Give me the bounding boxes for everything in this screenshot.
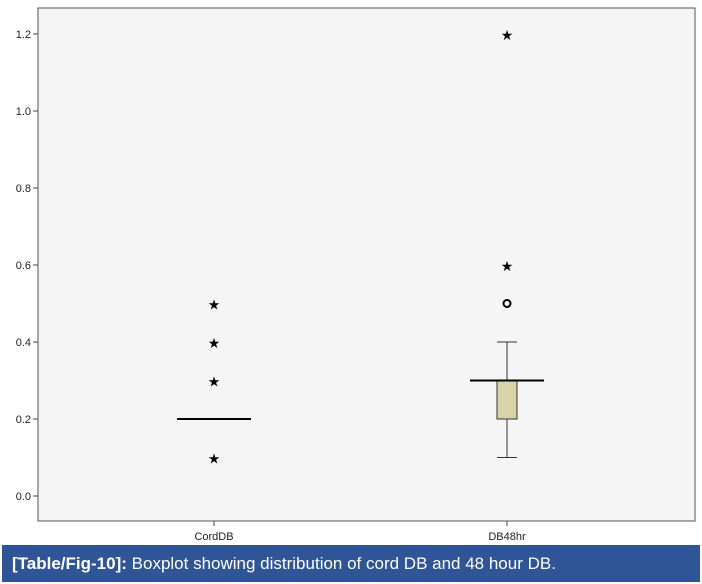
- y-tick-label: 0.6: [16, 260, 31, 272]
- box-iqr: [496, 380, 518, 420]
- caption-text: Boxplot showing distribution of cord DB …: [126, 554, 556, 573]
- extreme-point: ★: [501, 259, 514, 275]
- x-tick-label: CordDB: [194, 531, 233, 543]
- caption-label: [Table/Fig-10]:: [12, 554, 127, 573]
- y-tick-label: 0.4: [16, 337, 31, 349]
- boxplot-chart: 0.0 0.2 0.4 0.6 0.8 1.0 1.2 CordDB DB48hr ★ ★ ★ ★ ★ ★: [16, 7, 696, 543]
- plot-area: [37, 7, 696, 522]
- y-tick-label: 0.8: [16, 183, 31, 195]
- extreme-point: ★: [208, 336, 221, 352]
- x-tick-label: DB48hr: [488, 531, 526, 543]
- extreme-point: ★: [208, 375, 221, 391]
- y-tick-label: 1.2: [16, 29, 31, 41]
- extreme-point: ★: [501, 28, 514, 44]
- y-tick-label: 1.0: [16, 106, 31, 118]
- extreme-point: ★: [208, 452, 221, 468]
- outlier-point: [502, 299, 512, 308]
- figure-caption: [Table/Fig-10]: Boxplot showing distribu…: [2, 545, 700, 582]
- extreme-point: ★: [208, 298, 221, 314]
- y-tick-label: 0.2: [16, 414, 31, 426]
- y-tick-label: 0.0: [16, 491, 31, 503]
